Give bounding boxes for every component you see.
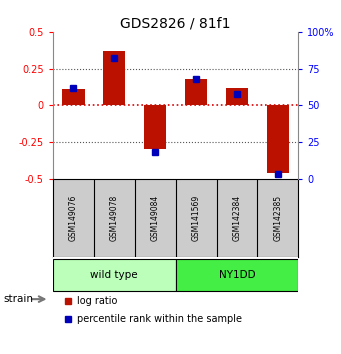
- Text: GSM142384: GSM142384: [233, 195, 241, 241]
- Text: NY1DD: NY1DD: [219, 270, 255, 280]
- Text: GSM149084: GSM149084: [151, 195, 160, 241]
- Bar: [185, 79, 207, 105]
- Bar: [144, 105, 166, 149]
- Text: GSM142385: GSM142385: [273, 195, 282, 241]
- Text: strain: strain: [3, 294, 33, 304]
- Text: percentile rank within the sample: percentile rank within the sample: [77, 314, 242, 324]
- Text: GSM149078: GSM149078: [110, 195, 119, 241]
- Bar: [103, 51, 125, 105]
- Bar: [62, 89, 85, 105]
- Text: wild type: wild type: [90, 270, 138, 280]
- Bar: [176, 259, 298, 291]
- Title: GDS2826 / 81f1: GDS2826 / 81f1: [120, 17, 231, 31]
- Bar: [267, 105, 289, 173]
- Bar: [53, 259, 176, 291]
- Text: GSM141569: GSM141569: [192, 195, 201, 241]
- Text: log ratio: log ratio: [77, 296, 118, 306]
- Text: GSM149076: GSM149076: [69, 195, 78, 241]
- Bar: [226, 88, 248, 105]
